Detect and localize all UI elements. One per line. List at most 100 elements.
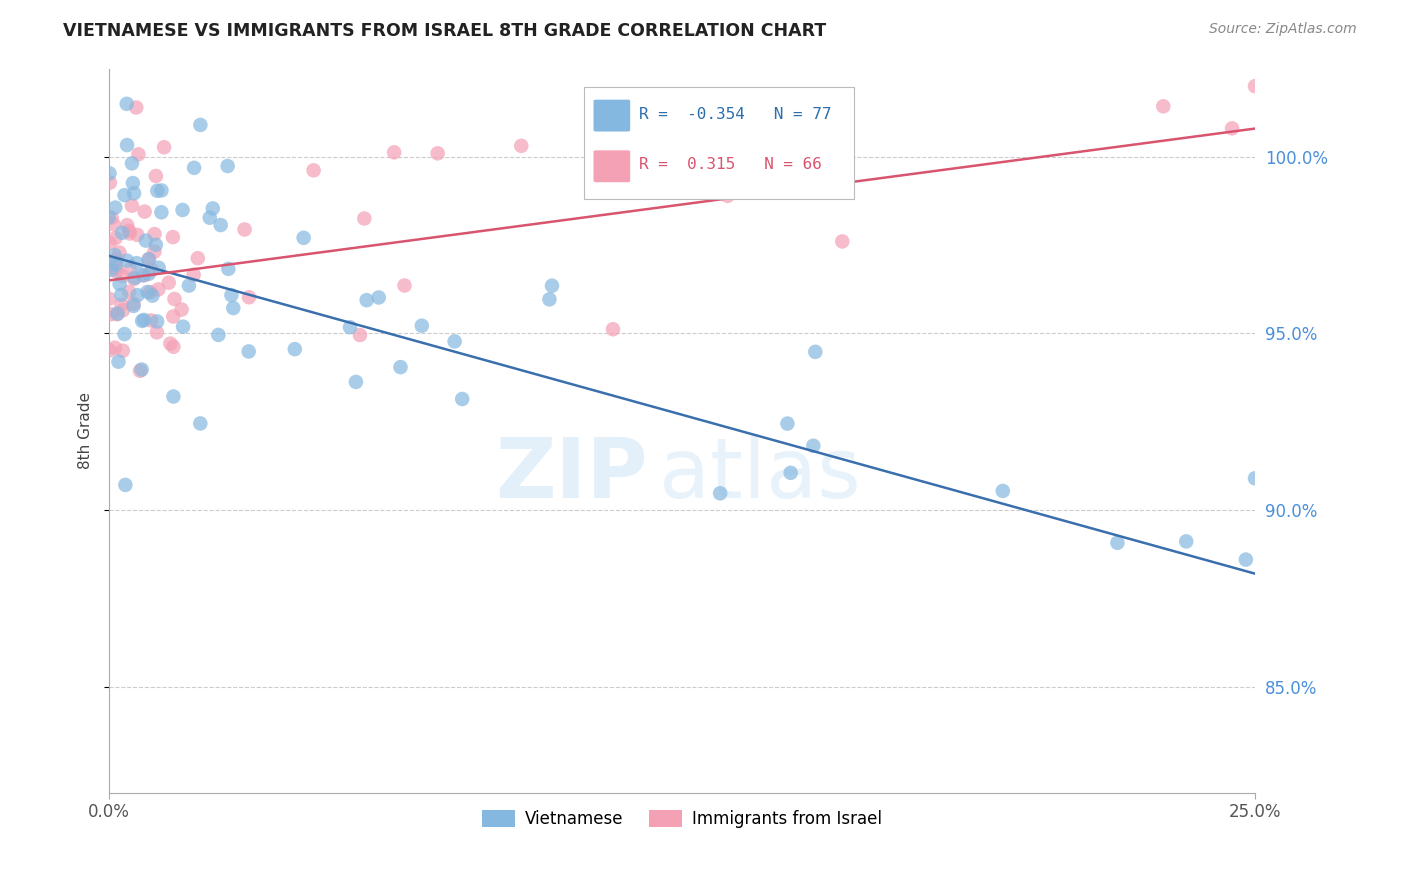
Point [153, 140, 176, 154]
Point [538, 293, 561, 307]
Point [122, 299, 145, 313]
Point [187, 251, 209, 265]
Point [135, 234, 157, 248]
Point [776, 417, 799, 431]
Text: VIETNAMESE VS IMMIGRANTS FROM ISRAEL 8TH GRADE CORRELATION CHART: VIETNAMESE VS IMMIGRANTS FROM ISRAEL 8TH… [63, 22, 827, 40]
Point [139, 285, 162, 300]
Point [98, 166, 121, 180]
Text: Source: ZipAtlas.com: Source: ZipAtlas.com [1209, 22, 1357, 37]
Point [1175, 534, 1198, 549]
Point [139, 313, 162, 327]
Point [107, 354, 129, 368]
Point [105, 265, 128, 279]
Point [97, 211, 120, 225]
Point [284, 342, 307, 356]
Point [108, 245, 131, 260]
Point [122, 297, 145, 311]
Point [98, 343, 121, 358]
Point [183, 161, 205, 175]
Point [162, 230, 184, 244]
Point [198, 211, 221, 225]
Point [541, 278, 564, 293]
Point [177, 278, 200, 293]
Point [209, 218, 232, 232]
Point [112, 303, 135, 318]
Point [143, 244, 166, 259]
Point [138, 252, 160, 267]
Point [115, 96, 138, 111]
Point [394, 278, 416, 293]
Point [132, 313, 155, 327]
Point [104, 341, 127, 355]
Point [143, 227, 166, 241]
Point [163, 292, 186, 306]
Point [120, 262, 142, 277]
Point [172, 319, 194, 334]
Point [146, 326, 169, 340]
Point [292, 231, 315, 245]
Point [98, 176, 121, 190]
Point [150, 205, 173, 219]
Point [125, 101, 148, 115]
Point [122, 176, 145, 190]
Point [183, 268, 205, 282]
Point [217, 261, 239, 276]
Point [131, 268, 153, 283]
Text: R =  0.315   N = 66: R = 0.315 N = 66 [640, 157, 823, 172]
Point [302, 163, 325, 178]
Point [238, 290, 260, 304]
Point [110, 298, 132, 312]
Point [98, 292, 121, 306]
FancyBboxPatch shape [585, 87, 853, 199]
Point [141, 263, 163, 277]
Point [1234, 552, 1257, 566]
Point [1244, 471, 1267, 485]
Point [159, 336, 181, 351]
Point [115, 138, 138, 153]
Point [138, 267, 160, 281]
Point [134, 204, 156, 219]
Point [124, 270, 146, 285]
Point [1244, 79, 1267, 94]
Point [121, 156, 143, 170]
Point [131, 362, 153, 376]
Point [443, 334, 465, 349]
Point [349, 328, 371, 343]
Point [122, 186, 145, 201]
Point [411, 318, 433, 333]
Point [129, 364, 152, 378]
Point [188, 417, 211, 431]
Point [233, 222, 256, 236]
Point [134, 268, 156, 283]
Point [779, 466, 801, 480]
Point [717, 189, 740, 203]
Text: ZIP: ZIP [495, 434, 647, 515]
Point [111, 268, 134, 283]
Point [127, 227, 149, 242]
Point [118, 224, 141, 238]
Point [222, 301, 245, 315]
Point [145, 169, 167, 183]
Point [111, 343, 134, 358]
Text: atlas: atlas [659, 434, 860, 515]
Point [389, 360, 412, 375]
FancyBboxPatch shape [593, 100, 630, 131]
Point [150, 183, 173, 197]
Point [100, 262, 122, 277]
Point [100, 307, 122, 321]
Point [157, 276, 180, 290]
Point [127, 147, 149, 161]
Point [111, 226, 134, 240]
Point [103, 218, 125, 232]
Point [1152, 99, 1174, 113]
Point [382, 145, 405, 160]
Point [107, 307, 129, 321]
Point [162, 310, 184, 324]
Point [190, 118, 212, 132]
Point [146, 184, 169, 198]
Point [104, 252, 127, 267]
Point [121, 199, 143, 213]
Point [221, 288, 243, 302]
Point [451, 392, 474, 406]
Point [114, 188, 136, 202]
